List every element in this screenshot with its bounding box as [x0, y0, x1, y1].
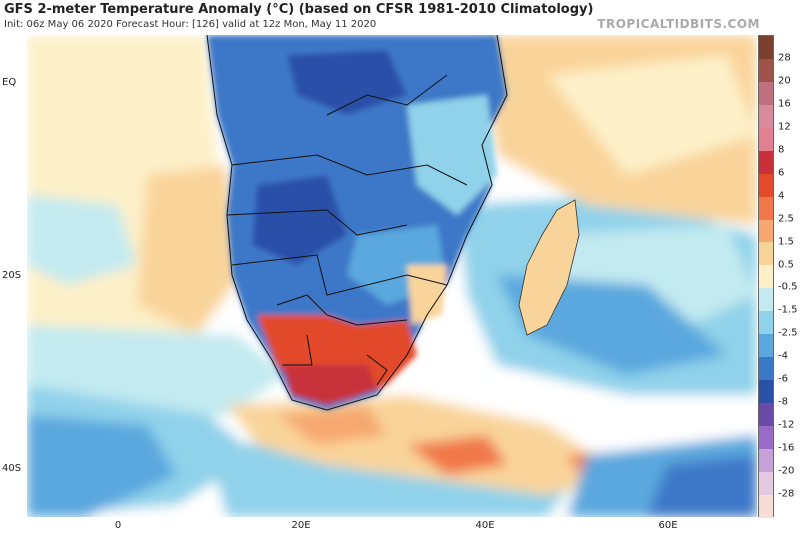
colorbar-swatch: [759, 357, 773, 381]
colorbar-tick-label: 16: [778, 98, 791, 110]
map-title: GFS 2-meter Temperature Anomaly (°C) (ba…: [4, 2, 594, 17]
colorbar-swatch: [759, 380, 773, 403]
madagascar-island: [518, 199, 580, 336]
colorbar-swatch: [759, 265, 773, 289]
colorbar-swatch: [759, 36, 773, 59]
lat-label-20s: 20S: [2, 270, 22, 281]
lon-label-40e: 40E: [475, 520, 495, 531]
colorbar-swatch: [759, 288, 773, 312]
colorbar-swatch: [759, 150, 773, 174]
colorbar-swatch: [759, 448, 773, 472]
lon-label-0: 0: [114, 520, 122, 531]
colorbar-tick-label: -4: [778, 350, 788, 362]
colorbar-tick-label: -28: [778, 488, 795, 500]
lon-label-20e: 20E: [291, 520, 311, 531]
lat-label-40s: 40S: [2, 463, 22, 474]
colorbar-tick-label: -8: [778, 396, 788, 408]
lon-label-60e: 60E: [658, 520, 678, 531]
colorbar-tick-label: -0.5: [778, 281, 798, 293]
colorbar-tick-label: -16: [778, 442, 795, 454]
colorbar-swatch: [759, 196, 773, 220]
colorbar-tick-label: 12: [778, 121, 791, 133]
lat-label-eq: EQ: [2, 77, 17, 88]
colorbar-swatch: [759, 334, 773, 358]
coastline-borders: [206, 35, 508, 411]
colorbar-swatch: [759, 471, 773, 495]
anomaly-map: [27, 35, 757, 517]
colorbar-tick-label: 0.5: [778, 259, 794, 271]
colorbar-swatch: [759, 58, 773, 82]
colorbar-swatch: [759, 311, 773, 335]
colorbar-tick-label: -12: [778, 419, 795, 431]
colorbar-tick-label: 6: [778, 167, 785, 179]
colorbar-tick-label: 8: [778, 144, 785, 156]
africa-anomaly-field: [207, 35, 507, 410]
colorbar-tick-label: -6: [778, 373, 788, 385]
map-canvas: [27, 35, 757, 517]
colorbar-tick-label: 20: [778, 75, 791, 87]
colorbar-swatch: [759, 127, 773, 151]
colorbar: [758, 35, 774, 518]
colorbar-swatch: [759, 173, 773, 197]
brand-watermark: TROPICALTIDBITS.COM: [597, 17, 760, 31]
colorbar-tick-label: 4: [778, 190, 785, 202]
colorbar-tick-label: -20: [778, 465, 795, 477]
colorbar-swatch: [759, 242, 773, 266]
colorbar-tick-label: -1.5: [778, 304, 798, 316]
colorbar-tick-label: 2.5: [778, 213, 794, 225]
colorbar-swatch: [759, 104, 773, 128]
colorbar-swatch: [759, 425, 773, 449]
colorbar-tick-label: 28: [778, 52, 791, 64]
colorbar-tick-label: 1.5: [778, 236, 794, 248]
colorbar-swatch: [759, 403, 773, 426]
colorbar-tick-label: -2.5: [778, 327, 798, 339]
colorbar-swatch: [759, 219, 773, 243]
colorbar-swatch: [759, 81, 773, 105]
colorbar-swatch: [759, 494, 773, 518]
map-subtitle: Init: 06z May 06 2020 Forecast Hour: [12…: [4, 19, 377, 30]
